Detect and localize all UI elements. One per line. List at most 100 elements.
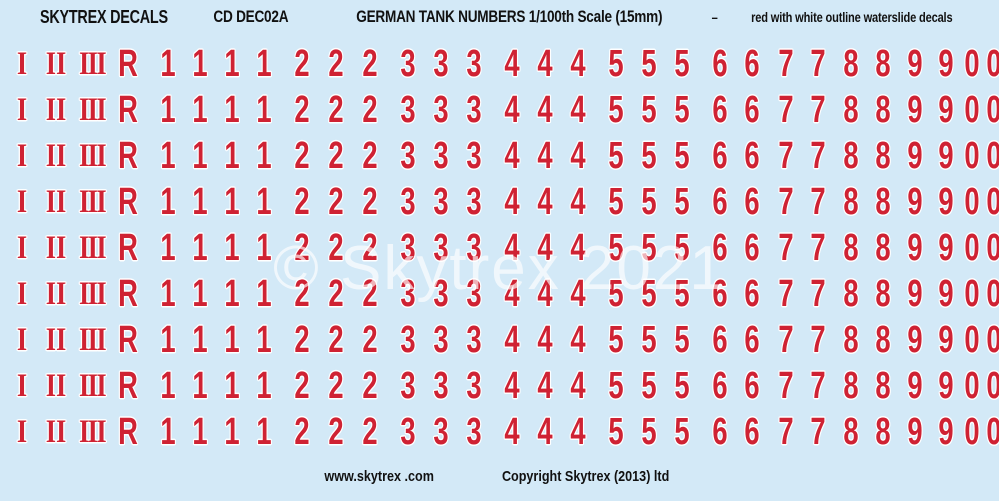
decal-glyph: 0	[980, 410, 999, 454]
decal-glyph: 0	[980, 364, 999, 408]
decal-glyph: 5	[608, 135, 624, 177]
decal-glyph: 2	[328, 227, 344, 269]
decal-glyph: 3	[400, 319, 416, 361]
decal-glyph: 3	[400, 365, 416, 407]
decal-glyph: 1	[160, 135, 176, 177]
decal-glyph: 7	[810, 43, 826, 85]
decal-glyph: 1	[160, 319, 176, 361]
decal-glyph: 5	[608, 227, 624, 269]
decal-glyph: 9	[938, 411, 954, 453]
decal-glyph: 1	[224, 411, 240, 453]
decal-glyph: 2	[294, 319, 310, 361]
decal-glyph: 8	[843, 273, 859, 315]
decal-glyph: 2	[328, 365, 344, 407]
decal-glyph: 1	[192, 43, 208, 85]
decal-glyph: III	[78, 276, 107, 312]
decal-glyph: 1	[256, 227, 272, 269]
decal-row: IIIIIIR11112223334445556677889900	[0, 272, 999, 316]
decal-glyph: 1	[192, 181, 208, 223]
decal-glyph: 5	[674, 319, 690, 361]
decal-glyph: 7	[778, 319, 794, 361]
decal-glyph: 8	[875, 273, 891, 315]
decal-glyph: 4	[570, 43, 586, 85]
decal-glyph: II	[45, 138, 67, 174]
decal-glyph: 7	[778, 89, 794, 131]
decal-glyph: 7	[810, 227, 826, 269]
decal-glyph: 2	[328, 43, 344, 85]
decal-glyph: 3	[433, 43, 449, 85]
decal-glyph: I	[16, 138, 28, 174]
decal-glyph: 2	[294, 89, 310, 131]
decal-glyph: I	[16, 368, 28, 404]
decal-glyph: 6	[712, 181, 728, 223]
decal-glyph: R	[118, 89, 138, 131]
decal-glyph: 9	[907, 89, 923, 131]
decal-glyph: 3	[466, 319, 482, 361]
decal-glyph: 5	[641, 411, 657, 453]
decal-glyph: 1	[224, 89, 240, 131]
decal-glyph: 3	[433, 135, 449, 177]
decal-glyph: 4	[570, 411, 586, 453]
decal-glyph: 1	[256, 43, 272, 85]
decal-glyph: 6	[744, 411, 760, 453]
decal-glyph: 3	[433, 273, 449, 315]
decal-glyph: 7	[810, 181, 826, 223]
decal-glyph: 4	[504, 365, 520, 407]
header-product-code: CD DEC02A	[213, 7, 289, 26]
decal-glyph: 5	[641, 273, 657, 315]
decal-glyph: 1	[224, 43, 240, 85]
decal-glyph: 7	[778, 43, 794, 85]
decal-row: IIIIIIR11112223334445556677889900	[0, 88, 999, 132]
decal-glyph: 4	[537, 273, 553, 315]
decal-glyph: 5	[674, 89, 690, 131]
decal-glyph: 8	[875, 319, 891, 361]
header-title: GERMAN TANK NUMBERS 1/100th Scale (15mm)	[355, 7, 662, 26]
decal-glyph: 5	[674, 227, 690, 269]
decal-glyph: 4	[570, 227, 586, 269]
decal-glyph: 6	[712, 227, 728, 269]
decal-glyph: 4	[504, 135, 520, 177]
decal-glyph: 4	[537, 43, 553, 85]
decal-grid: IIIIIIR11112223334445556677889900IIIIIIR…	[0, 34, 999, 462]
decal-glyph: 2	[328, 181, 344, 223]
decal-glyph: 0	[980, 42, 999, 86]
decal-glyph: 3	[433, 181, 449, 223]
decal-glyph: 1	[160, 89, 176, 131]
decal-glyph: 2	[328, 273, 344, 315]
decal-glyph: III	[78, 230, 107, 266]
decal-glyph: II	[45, 276, 67, 312]
decal-glyph: 1	[192, 365, 208, 407]
decal-glyph: 1	[160, 43, 176, 85]
decal-glyph: 1	[256, 273, 272, 315]
decal-glyph: 3	[433, 319, 449, 361]
decal-glyph: 4	[570, 135, 586, 177]
decal-glyph: 0	[964, 227, 980, 269]
decal-glyph: 4	[504, 43, 520, 85]
decal-glyph: 9	[938, 227, 954, 269]
decal-glyph: I	[16, 46, 28, 82]
decal-glyph: 8	[875, 135, 891, 177]
decal-glyph: 4	[504, 89, 520, 131]
decal-glyph: 0	[964, 43, 980, 85]
footer-banner: www.skytrex .com Copyright Skytrex (2013…	[0, 462, 999, 501]
decal-glyph: 6	[744, 43, 760, 85]
decal-glyph: 3	[466, 227, 482, 269]
decal-glyph: II	[45, 414, 67, 450]
decal-glyph: 3	[466, 411, 482, 453]
decal-glyph: 6	[744, 89, 760, 131]
decal-glyph: III	[78, 368, 107, 404]
decal-glyph: 1	[256, 365, 272, 407]
decal-glyph: 4	[570, 273, 586, 315]
decal-glyph: 5	[608, 181, 624, 223]
decal-glyph: I	[16, 414, 28, 450]
decal-glyph: 5	[641, 89, 657, 131]
decal-glyph: 2	[362, 89, 378, 131]
decal-glyph: II	[45, 322, 67, 358]
decal-glyph: 1	[224, 135, 240, 177]
decal-glyph: 9	[907, 411, 923, 453]
decal-glyph: 8	[843, 43, 859, 85]
decal-glyph: 3	[400, 135, 416, 177]
decal-glyph: 1	[192, 227, 208, 269]
decal-glyph: 9	[938, 43, 954, 85]
decal-glyph: 7	[810, 89, 826, 131]
